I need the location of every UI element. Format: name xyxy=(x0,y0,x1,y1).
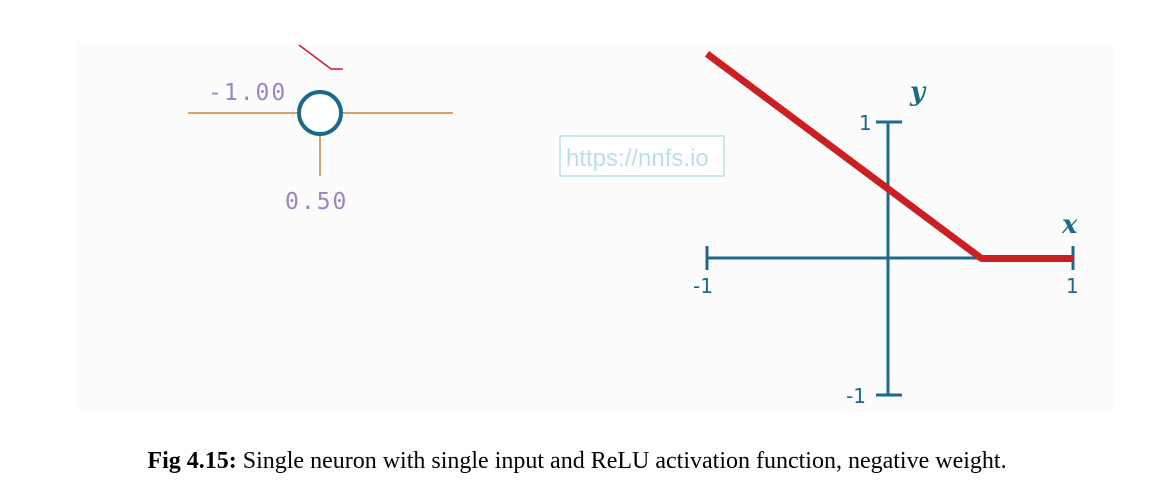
bias-label: 0.50 xyxy=(285,189,348,215)
y-tick-label-max: 1 xyxy=(859,111,872,135)
relu-series-line xyxy=(704,50,1073,262)
figure-panel: -1.00 0.50 https://nnfs.io -1 1 1 -1 y xyxy=(76,43,1114,411)
neuron-diagram: -1.00 0.50 xyxy=(188,44,453,215)
watermark-text: https://nnfs.io xyxy=(566,145,709,172)
neuron-node xyxy=(297,90,343,136)
relu-plot: -1 1 1 -1 y x xyxy=(693,50,1079,408)
watermark: https://nnfs.io xyxy=(559,135,725,177)
figure-caption: Fig 4.15: Single neuron with single inpu… xyxy=(0,448,1154,475)
weight-label: -1.00 xyxy=(208,80,287,106)
activation-glyph xyxy=(298,44,343,70)
x-tick-label-max: 1 xyxy=(1066,274,1079,298)
x-tick-label-min: -1 xyxy=(693,274,713,298)
caption-text: Single neuron with single input and ReLU… xyxy=(236,448,1007,474)
caption-label: Fig 4.15: xyxy=(147,448,237,474)
y-tick-label-min: -1 xyxy=(846,384,866,408)
y-axis-label: y xyxy=(909,77,927,107)
neuron-relu-diagram: -1.00 0.50 https://nnfs.io -1 1 1 -1 y xyxy=(188,44,1079,408)
x-axis-label: x xyxy=(1061,210,1078,240)
watermark-box xyxy=(559,135,725,177)
